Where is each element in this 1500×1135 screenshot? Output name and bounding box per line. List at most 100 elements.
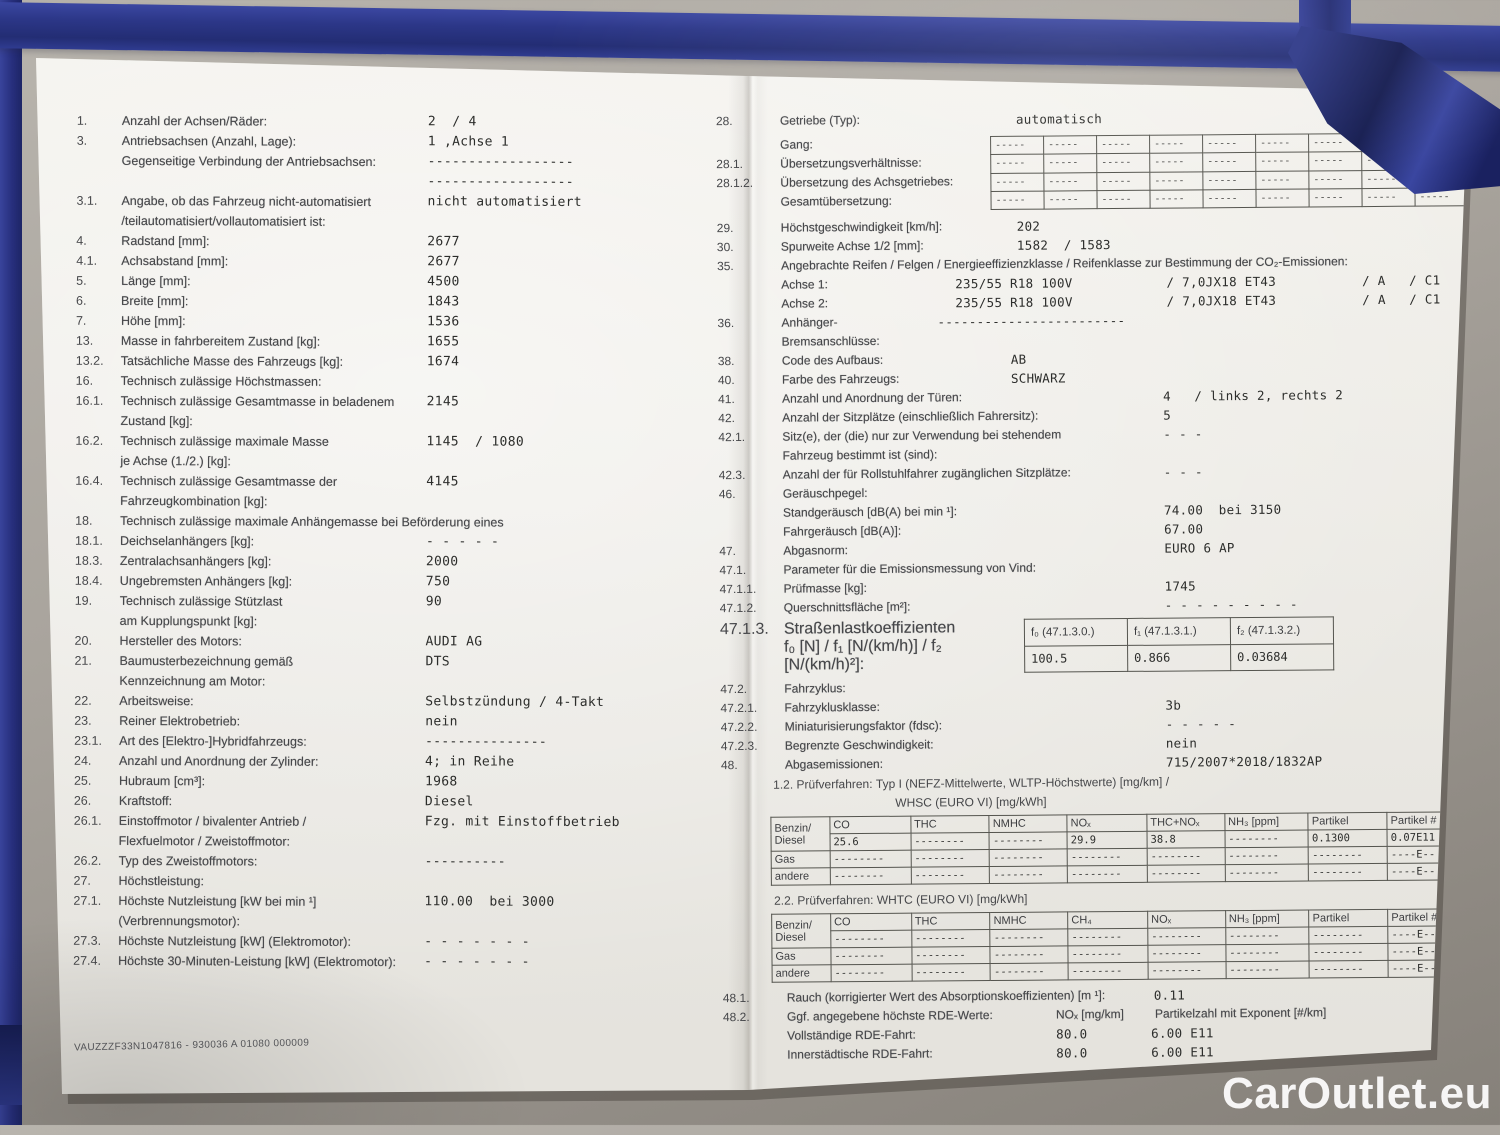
caroutlet-watermark: CarOutlet.eu xyxy=(1222,1069,1492,1119)
gear-cell: ----- xyxy=(1203,153,1256,172)
row-number: 20. xyxy=(75,631,120,651)
emissions-value-cell: -------- xyxy=(911,850,990,868)
field-value: - - - - - - - xyxy=(424,932,530,952)
gear-cell: ----- xyxy=(1044,190,1097,209)
doc-row-4: 4.Radstand [mm]:2677 xyxy=(76,231,666,254)
field-value: 2145 xyxy=(427,392,460,412)
gear-cell: ----- xyxy=(1256,189,1309,208)
field-label: Typ des Zweistoffmotors: xyxy=(119,851,425,872)
row-number: 18. xyxy=(75,511,120,531)
field-label: Länge [mm]: xyxy=(121,271,427,292)
field-value: 4500 xyxy=(427,272,460,292)
emissions-column-header: THC+NOₓ xyxy=(1147,814,1225,832)
gear-cell: ----- xyxy=(1203,189,1256,208)
field-label: Antriebsachsen (Anzahl, Lage): xyxy=(122,131,428,152)
gear-cell: ----- xyxy=(1256,134,1309,153)
field-label: Kraftstoff: xyxy=(119,791,425,812)
emissions-value-cell: -------- xyxy=(831,930,912,948)
field-value: - - - - - - - xyxy=(424,952,530,972)
row-number: 23. xyxy=(74,711,119,731)
emissions-column-header: NMHC xyxy=(990,912,1068,930)
emissions-value-cell: -------- xyxy=(1225,927,1309,945)
field-label: Achse 1: xyxy=(781,274,955,294)
fuel-row-header: andere xyxy=(772,965,831,982)
field-value: automatisch xyxy=(1016,109,1102,129)
field-value: 3b xyxy=(1165,696,1181,715)
field-value: 1674 xyxy=(427,352,460,372)
field-value: 4; in Reihe xyxy=(425,752,514,772)
field-value: nein xyxy=(1166,733,1197,752)
field-label: Tatsächliche Masse des Fahrzeugs [kg]: xyxy=(121,351,427,372)
doc-row-5: 5.Länge [mm]:4500 xyxy=(76,271,666,294)
field-label: Querschnittsfläche [m²]: xyxy=(784,596,1165,618)
row-number: 26.1. xyxy=(74,811,119,831)
field-label: Anzahl der Achsen/Räder: xyxy=(122,111,428,132)
doc-row-24: 24.Anzahl und Anordnung der Zylinder:4; … xyxy=(74,751,664,774)
emissions-value-cell: -------- xyxy=(912,947,991,965)
emissions-value-cell: -------- xyxy=(1309,863,1388,881)
doc-row-18.1: 18.1.Deichselanhängers [kg]:- - - - - xyxy=(75,531,665,554)
gear-cell: ----- xyxy=(991,136,1044,155)
row-number: 27.1. xyxy=(73,891,118,911)
field-value: 2677 xyxy=(427,232,460,252)
row-number: 42.3. xyxy=(719,466,783,486)
emissions-value-cell: -------- xyxy=(1068,962,1148,980)
field-label: Anhänger-Bremsanschlüsse: xyxy=(781,312,937,351)
field-label: Technisch zulässige Stützlast am Kupplun… xyxy=(120,591,426,632)
row-number: 13.2. xyxy=(76,351,121,371)
coefficient-table: f₀ (47.1.3.0.)f₁ (47.1.3.1.)f₂ (47.1.3.2… xyxy=(1024,616,1334,672)
field-label: Achse 2: xyxy=(781,293,955,313)
field-value: --------------- xyxy=(425,732,547,753)
emissions-value-cell: -------- xyxy=(1309,960,1388,978)
emissions-value-cell: -------- xyxy=(990,849,1068,867)
doc-row-6: 6.Breite [mm]:1843 xyxy=(76,291,666,314)
emissions-column-header: NH₃ [ppm] xyxy=(1225,813,1309,831)
right-mid2-rows: 47.2.Fahrzyklus:47.2.1.Fahrzyklusklasse:… xyxy=(720,674,1463,775)
emissions-value-cell: 25.6 xyxy=(830,833,911,851)
emissions-value-cell: -------- xyxy=(911,930,990,948)
emissions-value-cell: -------- xyxy=(989,832,1067,850)
row-number xyxy=(719,523,783,524)
row-number: 3.1. xyxy=(76,191,121,211)
field-label: Spurweite Achse 1/2 [mm]: xyxy=(781,236,1017,257)
field-value: 1582 / 1583 xyxy=(1017,235,1111,255)
emissions-value-cell: -------- xyxy=(912,964,991,982)
field-value: 4145 xyxy=(426,472,459,492)
emissions-column-header: NOₓ xyxy=(1067,814,1147,832)
coef-header-cell: f₁ (47.1.3.1.) xyxy=(1127,618,1230,645)
doc-row-18: 18.Technisch zulässige maximale Anhängem… xyxy=(75,511,665,534)
emissions-value-cell: -------- xyxy=(1068,928,1148,946)
fuel-row-header: Benzin/Diesel xyxy=(772,914,831,948)
gear-cell: ----- xyxy=(1256,152,1309,171)
row-number: 48. xyxy=(721,756,785,776)
gear-cell: ----- xyxy=(991,154,1044,173)
field-label: Höchste Nutzleistung [kW] (Elektromotor)… xyxy=(118,931,424,952)
gear-cell: ----- xyxy=(1203,171,1256,190)
doc-row-16.1: 16.1.Technisch zulässige Gesamtmasse in … xyxy=(75,391,665,434)
doc-row-16: 16.Technisch zulässige Höchstmassen: xyxy=(76,371,666,394)
emissions-value-cell: -------- xyxy=(1148,962,1226,980)
row-number: 38. xyxy=(718,352,782,372)
field-label: Arbeitsweise: xyxy=(119,691,425,712)
doc-row-20: 20.Hersteller des Motors:AUDI AG xyxy=(75,631,665,654)
field-label: Breite [mm]: xyxy=(121,291,427,312)
row-number: 41. xyxy=(718,390,782,410)
doc-row-27.1: 27.1.Höchste Nutzleistung [kW bei min ¹]… xyxy=(73,891,663,934)
fuel-row-header: Gas xyxy=(772,948,831,965)
row-number: 47. xyxy=(719,542,783,562)
field-label: Technisch zulässige Gesamtmasse der Fahr… xyxy=(120,471,426,512)
row-number: 47.2. xyxy=(720,680,784,700)
coef-header-cell: f₀ (47.1.3.0.) xyxy=(1024,618,1127,645)
gear-cell: ----- xyxy=(1044,172,1097,191)
emissions-column-header: THC xyxy=(910,816,989,834)
row-number: 6. xyxy=(76,291,121,311)
field-value: SCHWARZ xyxy=(1011,368,1066,387)
gear-cell: ----- xyxy=(1309,188,1362,207)
doc-row-26: 26.Kraftstoff:Diesel xyxy=(74,791,664,814)
doc-row-26.2: 26.2.Typ des Zweistoffmotors:---------- xyxy=(74,851,664,874)
row-number: 16. xyxy=(76,371,121,391)
rde-row-label: Innerstädtische RDE-Fahrt: xyxy=(787,1044,1056,1065)
emissions-column-header: CO xyxy=(830,913,911,931)
